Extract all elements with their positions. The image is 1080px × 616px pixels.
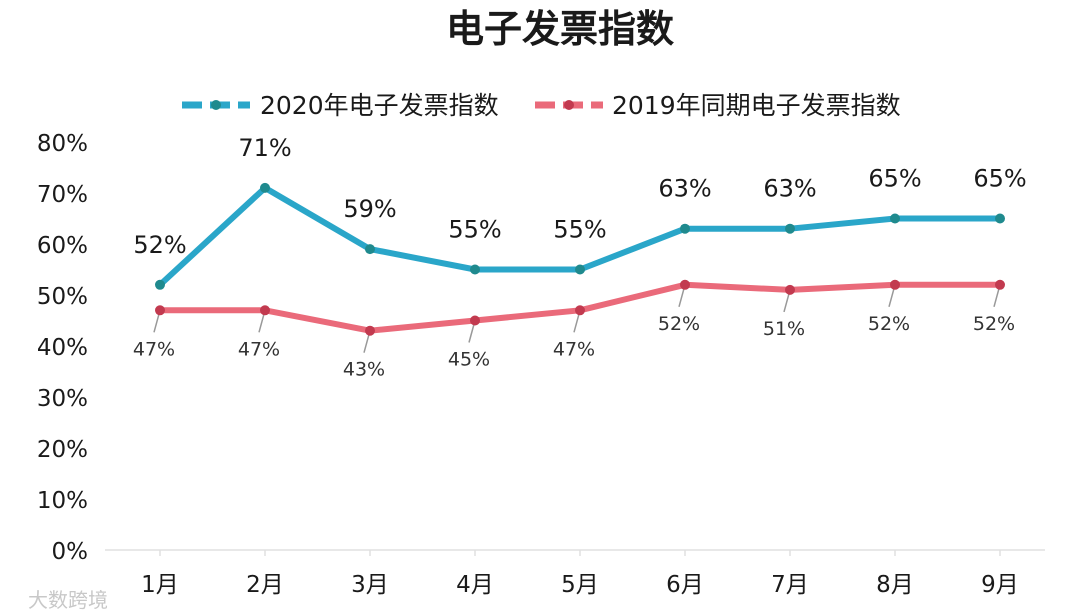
data-label-2020: 63% bbox=[658, 175, 711, 203]
legend-item-2020: 2020年电子发票指数 bbox=[182, 91, 499, 120]
y-tick-label: 40% bbox=[37, 335, 88, 361]
data-label-2020: 52% bbox=[133, 231, 186, 259]
point-2020 bbox=[680, 223, 690, 234]
point-2020 bbox=[260, 182, 270, 193]
data-label-2019: 51% bbox=[763, 318, 805, 340]
data-label-2020: 63% bbox=[763, 175, 816, 203]
data-label-2020: 59% bbox=[343, 195, 396, 223]
point-2020 bbox=[785, 223, 795, 234]
data-label-2019: 47% bbox=[553, 338, 595, 360]
watermark-text: 大数跨境 bbox=[28, 588, 108, 612]
data-label-2019: 52% bbox=[973, 313, 1015, 335]
y-tick-label: 30% bbox=[37, 386, 88, 412]
y-tick-label: 20% bbox=[37, 437, 88, 463]
legend-label-2019: 2019年同期电子发票指数 bbox=[612, 91, 901, 120]
x-tick-label: 7月 bbox=[771, 572, 809, 598]
point-2020 bbox=[470, 264, 480, 275]
data-label-2020: 55% bbox=[448, 216, 501, 244]
x-tick-label: 9月 bbox=[981, 572, 1019, 598]
point-2020 bbox=[575, 264, 585, 275]
legend-item-2019: 2019年同期电子发票指数 bbox=[535, 91, 901, 120]
chart-title: 电子发票指数 bbox=[446, 7, 674, 51]
y-axis: 0% 10% 20% 30% 40% 50% 60% 70% 80% bbox=[37, 131, 88, 565]
point-2020 bbox=[365, 244, 375, 255]
data-label-2020: 65% bbox=[973, 165, 1026, 193]
x-tick-label: 8月 bbox=[876, 572, 914, 598]
point-2019 bbox=[155, 305, 165, 316]
point-2019 bbox=[470, 315, 480, 326]
data-label-2019: 45% bbox=[448, 349, 490, 371]
point-2020 bbox=[995, 213, 1005, 224]
x-tick-label: 2月 bbox=[246, 572, 284, 598]
x-axis: 1月 2月 3月 4月 5月 6月 7月 8月 9月 bbox=[105, 549, 1045, 598]
point-2019 bbox=[680, 279, 690, 290]
x-tick-label: 1月 bbox=[141, 572, 179, 598]
y-tick-label: 60% bbox=[37, 233, 88, 259]
data-label-2019: 47% bbox=[133, 338, 175, 360]
series-layer: 47% 47% 43% 45% 47% 52% 51% 52% 52% 52% 71% 59% 55% 5… bbox=[133, 134, 1027, 381]
point-2020 bbox=[890, 213, 900, 224]
point-2019 bbox=[260, 305, 270, 316]
data-label-2019: 47% bbox=[238, 338, 280, 360]
x-tick-label: 5月 bbox=[561, 572, 599, 598]
point-2019 bbox=[890, 279, 900, 290]
data-label-2019: 52% bbox=[868, 313, 910, 335]
data-label-2020: 65% bbox=[868, 165, 921, 193]
y-tick-label: 10% bbox=[37, 488, 88, 514]
data-label-2020: 71% bbox=[238, 134, 291, 162]
y-tick-label: 70% bbox=[37, 182, 88, 208]
data-label-2019: 52% bbox=[658, 313, 700, 335]
x-tick-label: 6月 bbox=[666, 572, 704, 598]
y-tick-label: 80% bbox=[37, 131, 88, 157]
point-2019 bbox=[785, 284, 795, 295]
legend: 2020年电子发票指数 2019年同期电子发票指数 bbox=[182, 91, 901, 120]
point-2019 bbox=[995, 279, 1005, 290]
y-tick-label: 0% bbox=[52, 539, 89, 565]
x-tick-label: 3月 bbox=[351, 572, 389, 598]
legend-label-2020: 2020年电子发票指数 bbox=[260, 91, 499, 120]
y-tick-label: 50% bbox=[37, 284, 88, 310]
point-2019 bbox=[365, 325, 375, 336]
point-2019 bbox=[575, 305, 585, 316]
point-2020 bbox=[155, 279, 165, 290]
x-tick-label: 4月 bbox=[456, 572, 494, 598]
data-label-2020: 55% bbox=[553, 216, 606, 244]
data-label-2019: 43% bbox=[343, 359, 385, 381]
